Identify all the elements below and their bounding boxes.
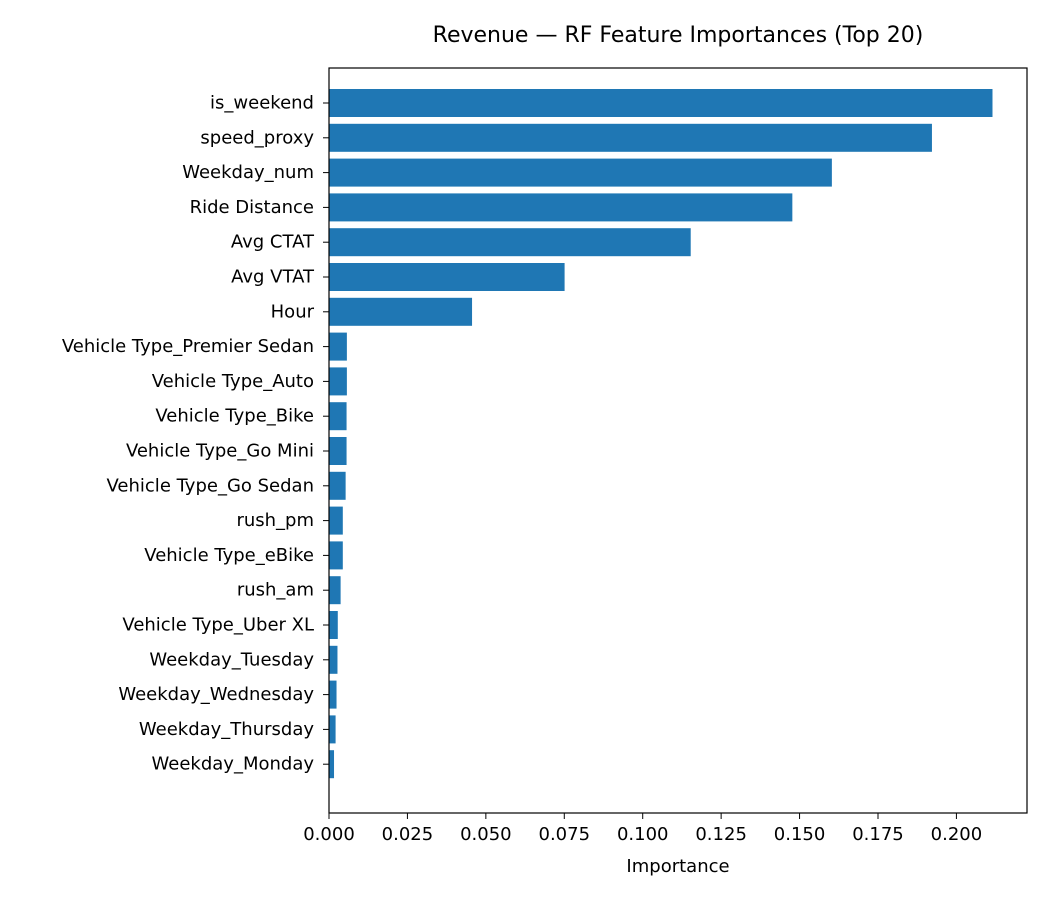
y-tick-label: Vehicle Type_Uber XL [122,615,314,636]
bar [329,123,932,152]
bars-group [329,89,993,779]
bar [329,541,343,570]
y-axis-ticks: is_weekend speed_proxy Weekday_num Ride Dis… [62,93,329,775]
x-tick-label: 0.075 [539,824,591,845]
y-tick-label: Vehicle Type_eBike [144,545,314,566]
bar [329,158,832,187]
y-tick-label: Avg VTAT [231,267,315,288]
y-tick-label: Weekday_Tuesday [149,649,314,670]
x-tick-label: 0.050 [460,824,512,845]
y-tick-label: rush_am [237,580,314,601]
y-tick-label: is_weekend [210,93,314,114]
bar [329,750,335,779]
bar [329,611,338,639]
bar [329,715,336,744]
y-tick-label: rush_pm [236,510,314,531]
y-tick-label: Vehicle Type_Auto [152,371,314,392]
x-tick-label: 0.000 [303,824,355,845]
x-tick-label: 0.200 [931,824,983,845]
y-tick-label: speed_proxy [200,127,314,148]
y-tick-label: Weekday_Monday [152,754,315,775]
x-tick-label: 0.175 [852,824,904,845]
y-tick-label: Hour [271,301,315,322]
y-tick-label: Weekday_num [182,162,314,183]
y-tick-label: Weekday_Thursday [139,719,314,740]
bar [329,367,347,396]
bar [329,263,565,291]
x-tick-label: 0.100 [617,824,669,845]
bar [329,680,337,709]
bar [329,402,347,431]
x-tick-label: 0.150 [774,824,826,845]
bar [329,645,338,674]
bar [329,297,473,326]
bar [329,576,341,605]
y-tick-label: Vehicle Type_Go Sedan [107,475,314,496]
y-tick-label: Avg CTAT [231,232,315,253]
x-tick-label: 0.025 [382,824,434,845]
x-axis-ticks: 0.000 0.025 0.050 0.075 0.100 0.125 0.150 0.175… [303,813,982,845]
y-tick-label: Vehicle Type_Bike [155,406,314,427]
bar [329,437,347,465]
bar [329,89,993,117]
bar [329,471,346,500]
y-tick-label: Ride Distance [190,197,314,218]
y-tick-label: Vehicle Type_Go Mini [126,441,314,462]
y-tick-label: Vehicle Type_Premier Sedan [62,336,314,357]
bar [329,332,347,361]
y-tick-label: Weekday_Wednesday [118,684,314,705]
chart-title: Revenue — RF Feature Importances (Top 20… [433,23,924,48]
plot-frame [328,67,1028,814]
x-tick-label: 0.125 [695,824,747,845]
bar [329,506,343,535]
bar [329,228,691,257]
x-axis-label: Importance [626,856,729,877]
bar [329,193,793,222]
